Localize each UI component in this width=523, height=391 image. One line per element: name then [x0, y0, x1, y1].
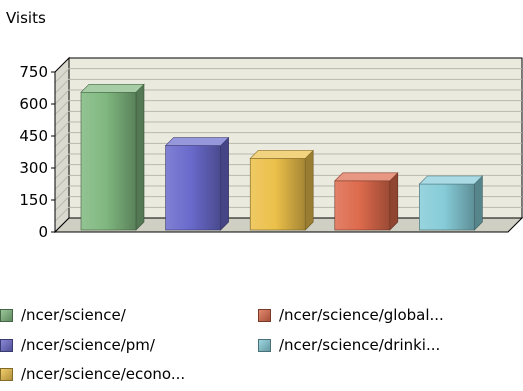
bar	[164, 136, 230, 231]
bar-chart: 0 150 300 450 600 750	[19, 56, 523, 241]
gridline	[54, 164, 522, 180]
bar-front	[249, 158, 306, 231]
gridline	[54, 89, 522, 105]
legend-swatch	[0, 338, 13, 352]
bar-top	[418, 175, 484, 185]
legend-label: /ncer/science/pm/	[21, 336, 155, 354]
bar	[334, 172, 399, 231]
bar-side	[474, 175, 483, 231]
legend-item: /ncer/science/econo...	[0, 365, 185, 383]
bar-side	[389, 172, 399, 231]
bar-top	[334, 172, 399, 182]
bar-front	[334, 180, 391, 231]
bar	[249, 149, 314, 231]
legend-item: /ncer/science/pm/	[0, 336, 155, 354]
gridline	[54, 121, 522, 137]
gridline	[54, 78, 522, 94]
bar	[80, 83, 145, 231]
gridline	[54, 68, 522, 84]
y-tick-label: 300	[19, 159, 48, 177]
bar-front	[419, 183, 475, 231]
legend-label: /ncer/science/econo...	[21, 365, 186, 383]
bar-front	[80, 91, 137, 231]
bar-top	[80, 83, 145, 93]
gridline	[54, 100, 522, 116]
bar-top	[249, 150, 314, 159]
legend-swatch	[0, 308, 13, 322]
gridline	[54, 132, 522, 148]
legend-item: /ncer/science/drinki...	[258, 336, 440, 354]
bar-side	[135, 83, 145, 231]
y-tick-label: 150	[19, 191, 48, 209]
legend-swatch	[258, 308, 271, 322]
y-axis-label: Visits	[6, 9, 46, 27]
gridline	[54, 142, 522, 158]
bar-side	[304, 149, 314, 231]
legend-swatch	[0, 367, 13, 381]
y-tick-label: 0	[38, 223, 48, 241]
legend-swatch	[258, 338, 271, 352]
legend-item: /ncer/science/	[0, 306, 126, 324]
bar	[418, 175, 484, 231]
bar-top	[164, 137, 230, 146]
y-tick-label: 750	[19, 63, 48, 81]
y-tick-label: 450	[19, 127, 48, 145]
y-tick-label: 600	[19, 95, 48, 113]
legend-label: /ncer/science/global...	[279, 306, 444, 324]
bars	[80, 83, 484, 231]
gridline	[54, 110, 522, 126]
bar-front	[165, 145, 221, 231]
legend-label: /ncer/science/drinki...	[279, 336, 441, 354]
y-axis: 0 150 300 450 600 750	[19, 63, 56, 241]
legend-item: /ncer/science/global...	[258, 306, 444, 324]
legend-label: /ncer/science/	[21, 306, 126, 324]
bar-side	[220, 136, 229, 231]
gridline	[54, 153, 522, 169]
